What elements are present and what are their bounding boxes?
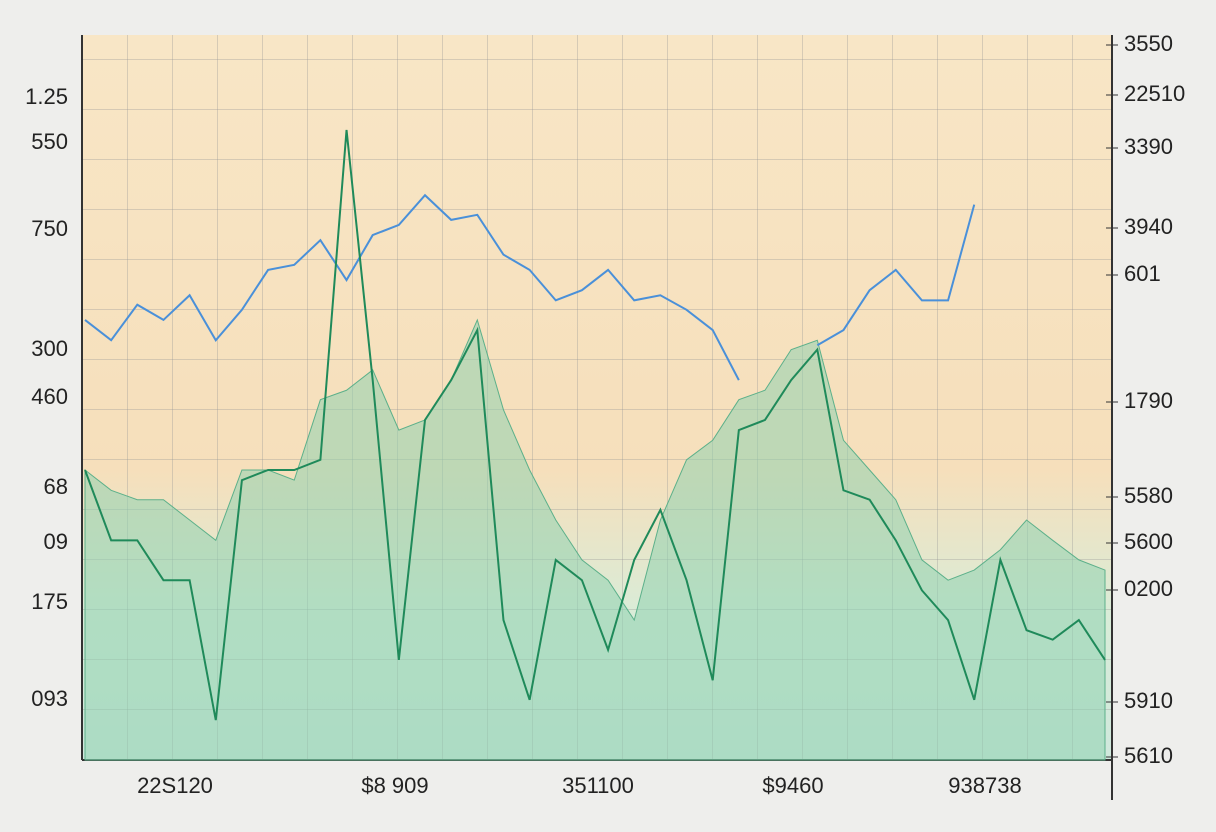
y-tick-label: 300 (31, 336, 68, 361)
y-tick-label: 460 (31, 384, 68, 409)
y-tick-label: 550 (31, 129, 68, 154)
y-tick-label: 093 (31, 686, 68, 711)
x-tick-label: $9460 (762, 773, 823, 798)
x-tick-label: 938738 (948, 773, 1021, 798)
y2-tick-label: 22510 (1124, 81, 1185, 106)
y-tick-label: 09 (44, 529, 68, 554)
y2-tick-label: 5610 (1124, 743, 1173, 768)
y-tick-label: 750 (31, 216, 68, 241)
y2-tick-label: 601 (1124, 261, 1161, 286)
y2-tick-label: 3940 (1124, 214, 1173, 239)
y-tick-label: 1.25 (25, 84, 68, 109)
y2-tick-label: 5600 (1124, 529, 1173, 554)
y2-tick-label: 5910 (1124, 688, 1173, 713)
area (84, 318, 1106, 761)
y2-tick-label: 5580 (1124, 483, 1173, 508)
x-tick-label: $8 909 (361, 773, 428, 798)
x-tick-label: 351100 (562, 773, 634, 798)
y2-tick-label: 3390 (1124, 134, 1173, 159)
y2-tick-label: 1790 (1124, 388, 1173, 413)
line (84, 193, 976, 381)
y2-tick-label: 0200 (1124, 576, 1173, 601)
x-tick-label: 22S120 (137, 773, 213, 798)
y2-tick-label: 3550 (1124, 31, 1173, 56)
line (84, 129, 1106, 721)
y-tick-label: 68 (44, 474, 68, 499)
y-tick-label: 175 (31, 589, 68, 614)
